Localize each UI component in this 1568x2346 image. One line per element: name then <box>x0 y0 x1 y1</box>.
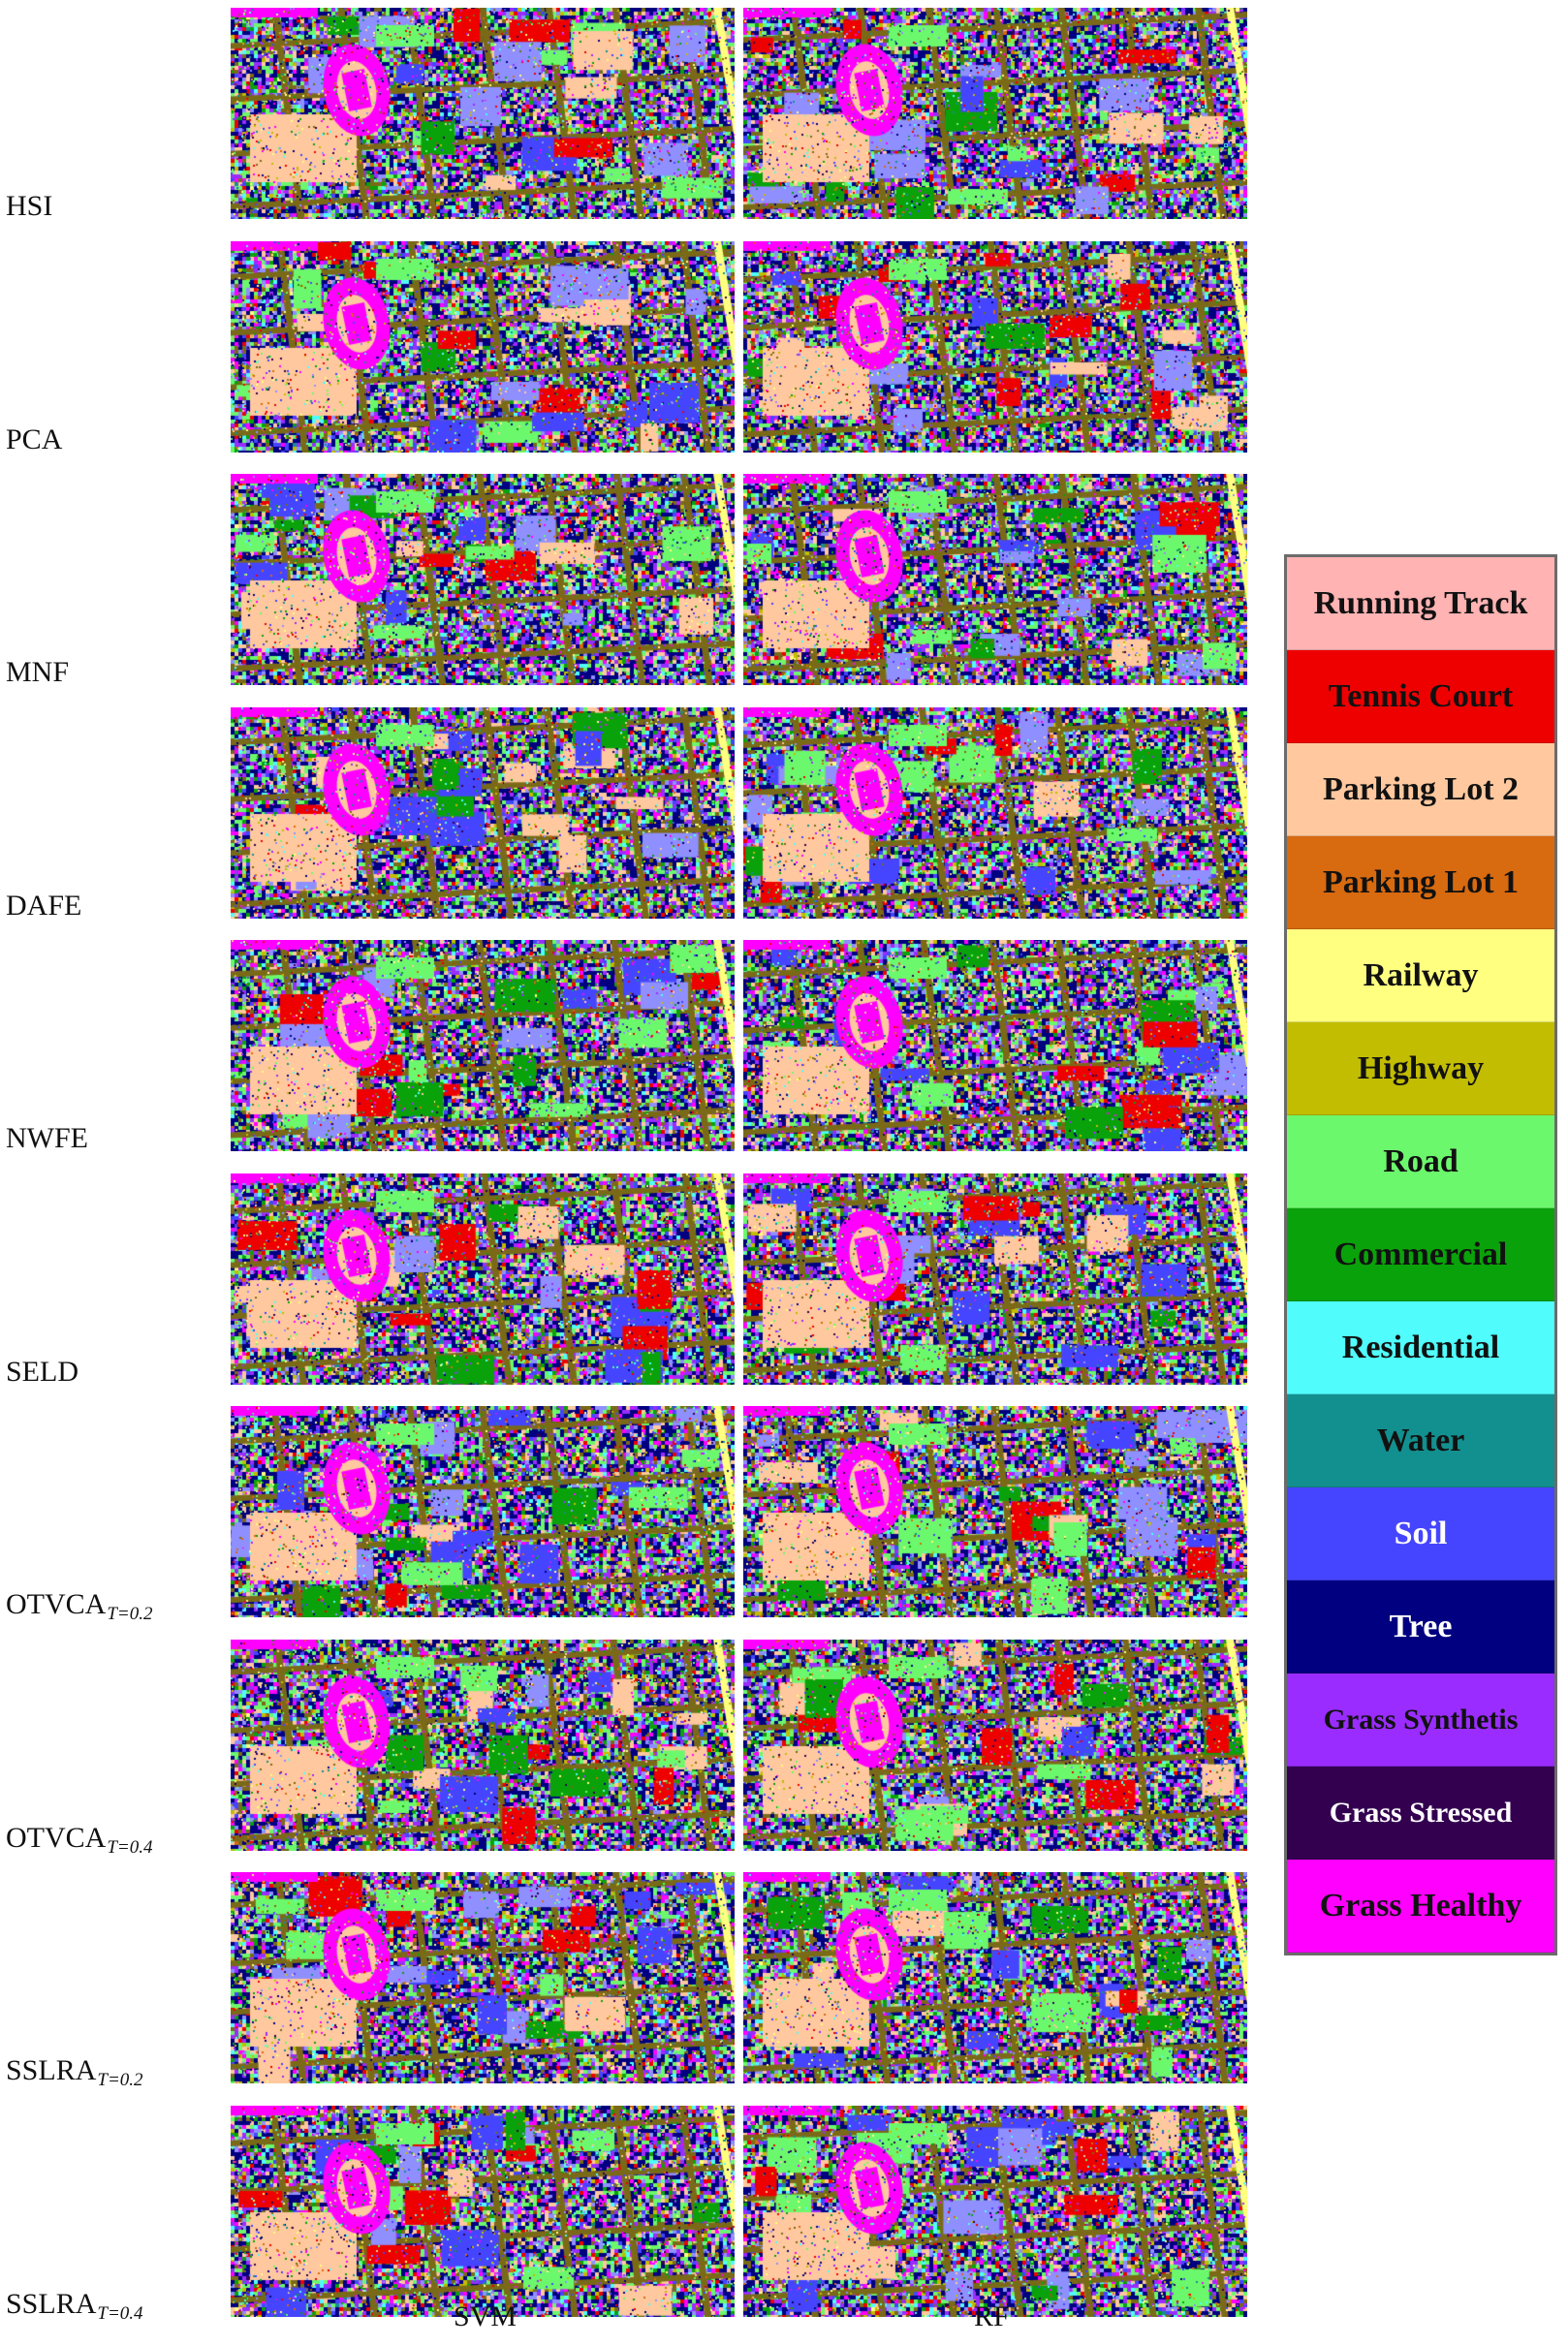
column-label-svm: SVM <box>454 2300 517 2332</box>
classification-map-svm <box>231 940 735 1151</box>
legend-item-label: Parking Lot 1 <box>1322 863 1520 900</box>
classification-map-svm <box>231 1872 735 2083</box>
row-label-method: HSI <box>6 190 53 222</box>
classification-map-svm <box>231 1173 735 1385</box>
legend-item: Grass Healthy <box>1287 1860 1554 1953</box>
classification-map-svm <box>231 1406 735 1617</box>
classification-map-rf <box>743 474 1247 685</box>
legend-item-label: Grass Synthetis <box>1323 1703 1519 1736</box>
legend-item-label: Running Track <box>1313 584 1528 621</box>
row-label-method: DAFE <box>6 890 82 922</box>
classification-map-rf <box>743 707 1247 919</box>
legend-item-label: Soil <box>1394 1515 1448 1551</box>
row-label: SELD <box>6 1356 78 1389</box>
legend-item: Tennis Court <box>1287 650 1554 743</box>
row-label: NWFE <box>6 1122 88 1155</box>
classification-map-rf <box>743 1872 1247 2083</box>
legend-item-label: Tree <box>1389 1608 1453 1644</box>
legend-item: Parking Lot 2 <box>1287 743 1554 836</box>
row-label-method: OTVCA <box>6 1588 107 1620</box>
row-label: DAFE <box>6 890 81 923</box>
legend-item: Soil <box>1287 1487 1554 1580</box>
row-label-method: OTVCA <box>6 1822 107 1854</box>
legend-item: Road <box>1287 1115 1554 1208</box>
legend-item-label: Parking Lot 2 <box>1322 770 1520 807</box>
legend-item-label: Commercial <box>1333 1236 1508 1272</box>
legend-item: Commercial <box>1287 1208 1554 1301</box>
row-label: SSLRAT=0.4 <box>6 2288 143 2325</box>
row-label-method: SELD <box>6 1356 78 1388</box>
legend-item: Grass Synthetis <box>1287 1673 1554 1767</box>
classification-map-svm <box>231 241 735 453</box>
classification-map-svm <box>231 707 735 919</box>
legend-item: Residential <box>1287 1301 1554 1394</box>
classification-map-svm <box>231 474 735 685</box>
row-label: HSI <box>6 190 52 223</box>
legend-item-label: Water <box>1376 1422 1465 1458</box>
classification-map-rf <box>743 8 1247 219</box>
legend-item-label: Tennis Court <box>1328 677 1514 714</box>
legend-item: Grass Stressed <box>1287 1767 1554 1860</box>
row-label: PCA <box>6 423 62 456</box>
classification-map-svm <box>231 2106 735 2317</box>
classification-map-svm <box>231 8 735 219</box>
legend-item-label: Road <box>1383 1142 1458 1179</box>
row-label-method: MNF <box>6 656 70 688</box>
legend-item-label: Railway <box>1363 956 1479 993</box>
row-label-method: PCA <box>6 423 63 455</box>
legend: Running Track Tennis Court Parking Lot 2 Pa… <box>1284 554 1557 1955</box>
row-label: MNF <box>6 656 69 689</box>
row-label: OTVCAT=0.4 <box>6 1822 152 1859</box>
classification-map-rf <box>743 1406 1247 1617</box>
legend-item: Highway <box>1287 1022 1554 1115</box>
classification-map-rf <box>743 1640 1247 1851</box>
legend-item: Parking Lot 1 <box>1287 836 1554 929</box>
legend-item-label: Residential <box>1341 1329 1500 1365</box>
row-label-subscript: T=0.4 <box>97 2303 143 2324</box>
legend-item: Tree <box>1287 1580 1554 1673</box>
row-label-subscript: T=0.2 <box>107 1604 153 1624</box>
legend-item: Running Track <box>1287 557 1554 650</box>
legend-item-label: Grass Healthy <box>1319 1887 1522 1924</box>
row-label-method: SSLRA <box>6 2288 97 2320</box>
classification-map-rf <box>743 1173 1247 1385</box>
classification-map-rf <box>743 241 1247 453</box>
row-label-method: SSLRA <box>6 2054 97 2086</box>
legend-item: Water <box>1287 1394 1554 1487</box>
classification-map-rf <box>743 940 1247 1151</box>
row-label: OTVCAT=0.2 <box>6 1588 152 1625</box>
legend-item-label: Grass Stressed <box>1329 1796 1513 1829</box>
row-label-method: NWFE <box>6 1122 88 1154</box>
legend-item-label: Highway <box>1357 1049 1485 1086</box>
row-label-subscript: T=0.4 <box>107 1837 153 1858</box>
row-label: SSLRAT=0.2 <box>6 2054 143 2091</box>
classification-map-rf <box>743 2106 1247 2317</box>
classification-map-svm <box>231 1640 735 1851</box>
legend-item: Railway <box>1287 929 1554 1022</box>
row-label-subscript: T=0.2 <box>97 2070 143 2090</box>
column-label-rf: RF <box>974 2300 1010 2332</box>
